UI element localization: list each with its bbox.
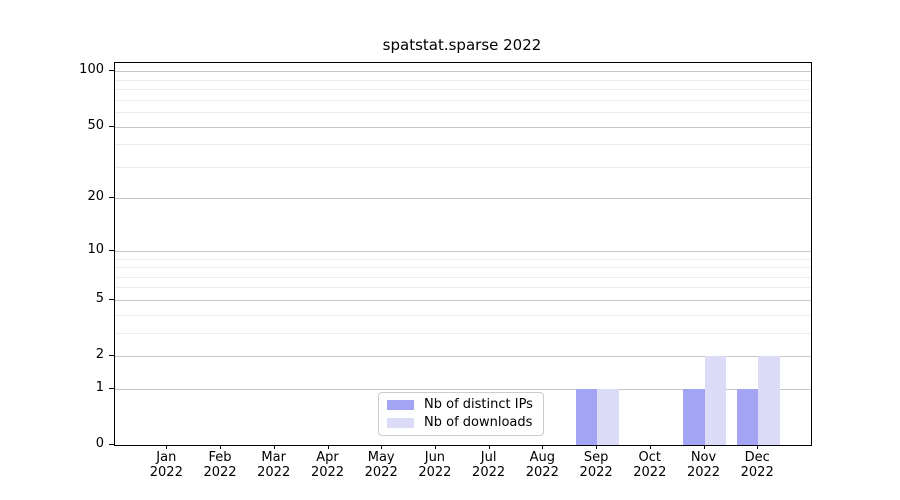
- y-tick-label: 2: [95, 347, 104, 362]
- y-tick-label: 0: [95, 436, 104, 451]
- x-tick-label: Jun 2022: [403, 450, 467, 480]
- x-tick-mark: [166, 445, 168, 449]
- x-tick-year: 2022: [257, 465, 291, 480]
- x-tick-month: Nov: [690, 450, 717, 465]
- x-tick-mark: [542, 445, 544, 449]
- x-tick-label: Apr 2022: [296, 450, 360, 480]
- x-tick-mark: [596, 445, 598, 449]
- gridline-minor: [115, 287, 811, 289]
- y-tick-label: 100: [79, 62, 104, 78]
- gridline-major: [115, 299, 811, 301]
- x-tick-year: 2022: [686, 465, 721, 480]
- gridline-minor: [115, 258, 811, 260]
- y-tick-label: 50: [87, 117, 104, 133]
- x-tick-mark: [649, 445, 651, 449]
- x-tick-label: May 2022: [349, 450, 413, 480]
- gridline-major: [115, 388, 811, 390]
- gridline-minor: [115, 314, 811, 316]
- gridline-minor: [115, 89, 811, 90]
- bar: [736, 388, 759, 445]
- gridline-major: [115, 198, 811, 200]
- y-tick-mark: [109, 197, 114, 199]
- legend-label: Nb of distinct IPs: [424, 397, 533, 412]
- y-tick-label: 10: [87, 241, 104, 257]
- x-tick-month: Jul: [480, 450, 497, 465]
- x-tick-month: May: [367, 450, 395, 465]
- gridline-minor: [115, 276, 811, 278]
- legend-swatch: [387, 418, 414, 428]
- y-tick-mark: [109, 249, 114, 251]
- x-tick-year: 2022: [149, 465, 183, 480]
- gridline-major: [115, 356, 811, 357]
- gridline-minor: [115, 332, 811, 334]
- y-tick-label: 20: [87, 189, 104, 205]
- x-tick-year: 2022: [472, 465, 506, 480]
- x-tick-year: 2022: [633, 465, 667, 480]
- legend-item: Nb of distinct IPs: [387, 397, 535, 413]
- bar: [575, 388, 598, 445]
- gridline-minor: [115, 99, 811, 101]
- x-tick-label: Mar 2022: [242, 450, 306, 480]
- x-tick-label: Dec 2022: [725, 450, 789, 480]
- x-tick-label: Oct 2022: [618, 450, 682, 480]
- gridline-minor: [115, 112, 811, 113]
- y-tick-mark: [109, 444, 114, 445]
- y-tick-mark: [109, 125, 114, 127]
- x-tick-month: Jan: [156, 450, 177, 465]
- x-tick-month: Apr: [316, 450, 339, 465]
- legend-swatch: [387, 400, 414, 410]
- gridline-major: [115, 250, 811, 252]
- y-tick-mark: [109, 387, 114, 389]
- plot-area: Nb of distinct IPs Nb of downloads: [114, 62, 812, 446]
- x-tick-mark: [327, 445, 329, 449]
- x-tick-mark: [381, 445, 383, 449]
- x-tick-mark: [273, 445, 275, 449]
- x-tick-month: Mar: [261, 450, 286, 465]
- x-tick-label: Nov 2022: [672, 450, 736, 480]
- bar: [683, 388, 705, 445]
- x-tick-year: 2022: [203, 465, 237, 480]
- x-tick-month: Jun: [424, 450, 446, 465]
- bar: [597, 388, 619, 445]
- gridline-major: [115, 126, 811, 128]
- bar: [758, 356, 780, 445]
- x-tick-month: Aug: [529, 450, 555, 465]
- x-tick-label: Jan 2022: [134, 450, 198, 480]
- x-tick-year: 2022: [525, 465, 559, 480]
- x-tick-month: Sep: [583, 450, 609, 465]
- x-tick-year: 2022: [364, 465, 398, 480]
- x-tick-month: Oct: [638, 450, 662, 465]
- gridline-minor: [115, 166, 811, 168]
- y-tick-label: 5: [95, 290, 104, 306]
- x-tick-month: Dec: [744, 450, 770, 465]
- y-tick-mark: [109, 355, 114, 356]
- x-tick-mark: [434, 445, 436, 449]
- x-tick-year: 2022: [310, 465, 345, 480]
- x-tick-label: Aug 2022: [510, 450, 574, 480]
- legend-item: Nb of downloads: [387, 415, 535, 431]
- x-tick-label: Feb 2022: [188, 450, 252, 480]
- x-tick-label: Sep 2022: [564, 450, 628, 480]
- legend-label: Nb of downloads: [424, 415, 533, 430]
- bar: [704, 356, 726, 445]
- x-tick-mark: [757, 445, 759, 449]
- x-tick-mark: [220, 445, 221, 449]
- gridline-minor: [115, 267, 811, 268]
- x-tick-year: 2022: [579, 465, 613, 480]
- gridline-minor: [115, 144, 811, 146]
- x-tick-label: Jul 2022: [457, 450, 521, 480]
- y-tick-label: 1: [95, 379, 104, 395]
- x-tick-year: 2022: [418, 465, 452, 480]
- x-tick-month: Feb: [208, 450, 232, 465]
- y-tick-mark: [109, 70, 114, 72]
- gridline-major: [115, 71, 811, 73]
- x-tick-mark: [703, 445, 705, 449]
- gridline-minor: [115, 79, 811, 81]
- y-tick-mark: [109, 298, 114, 300]
- x-tick-year: 2022: [740, 465, 774, 480]
- legend: Nb of distinct IPs Nb of downloads: [378, 392, 544, 436]
- x-tick-mark: [488, 445, 490, 449]
- chart-title: spatstat.sparse 2022: [382, 36, 542, 54]
